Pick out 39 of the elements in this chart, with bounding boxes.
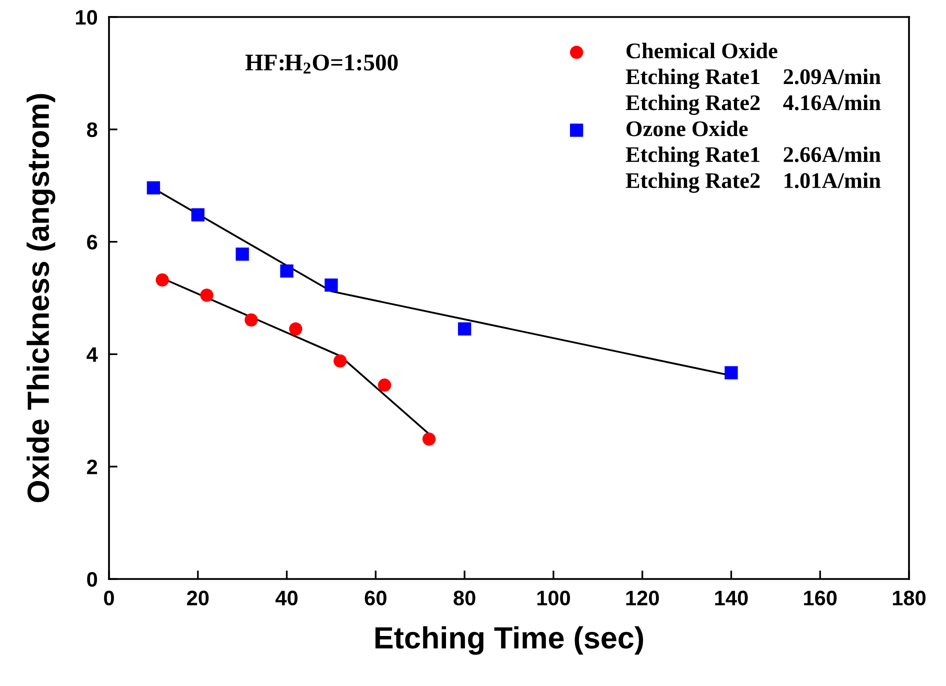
annotation: Etching Rate2 4.16A/min bbox=[626, 94, 881, 115]
point bbox=[422, 432, 436, 446]
point bbox=[289, 322, 302, 336]
point bbox=[324, 278, 338, 292]
y-axis-title: Oxide Thickness (angstrom) bbox=[26, 94, 56, 502]
y-tick-label: 0 bbox=[87, 572, 98, 587]
y-tick-label: 8 bbox=[86, 122, 98, 138]
point bbox=[200, 288, 214, 302]
x-axis-title: Etching Time (sec) bbox=[375, 626, 644, 655]
x-tick-label: 20 bbox=[187, 590, 209, 606]
point bbox=[378, 378, 392, 392]
annotation: Etching Rate1 2.09A/min bbox=[626, 68, 881, 89]
point bbox=[156, 273, 169, 287]
y-tick-label: 2 bbox=[87, 460, 98, 474]
x-tick-label: 80 bbox=[454, 590, 476, 606]
x-tick-label: 120 bbox=[626, 590, 659, 606]
legend-label: Chemical Oxide bbox=[626, 42, 778, 58]
point bbox=[244, 313, 258, 327]
x-tick-label: 40 bbox=[276, 590, 298, 606]
x-tick-label: 100 bbox=[537, 590, 570, 606]
point bbox=[280, 264, 294, 278]
point bbox=[458, 322, 472, 336]
point bbox=[334, 354, 347, 368]
point bbox=[146, 181, 160, 194]
y-tick-label: 6 bbox=[87, 234, 98, 250]
annotation: HF:H$_{2}$O=1:500 bbox=[245, 54, 398, 74]
x-tick-label: 140 bbox=[715, 590, 748, 606]
x-tick-label: 60 bbox=[364, 590, 386, 606]
x-tick-label: 0 bbox=[104, 590, 114, 606]
x-tick-label: 160 bbox=[804, 590, 837, 606]
annotation: Etching Rate1 2.66A/min bbox=[626, 146, 881, 167]
y-tick-label: 10 bbox=[76, 10, 98, 25]
y-tick-label: 4 bbox=[86, 347, 98, 362]
x-tick-label: 180 bbox=[892, 590, 926, 606]
point bbox=[236, 248, 249, 261]
legend-label: Ozone Oxide bbox=[626, 120, 748, 136]
point bbox=[191, 208, 204, 222]
annotation: Etching Rate2 1.01A/min bbox=[626, 172, 881, 193]
point bbox=[724, 366, 738, 380]
